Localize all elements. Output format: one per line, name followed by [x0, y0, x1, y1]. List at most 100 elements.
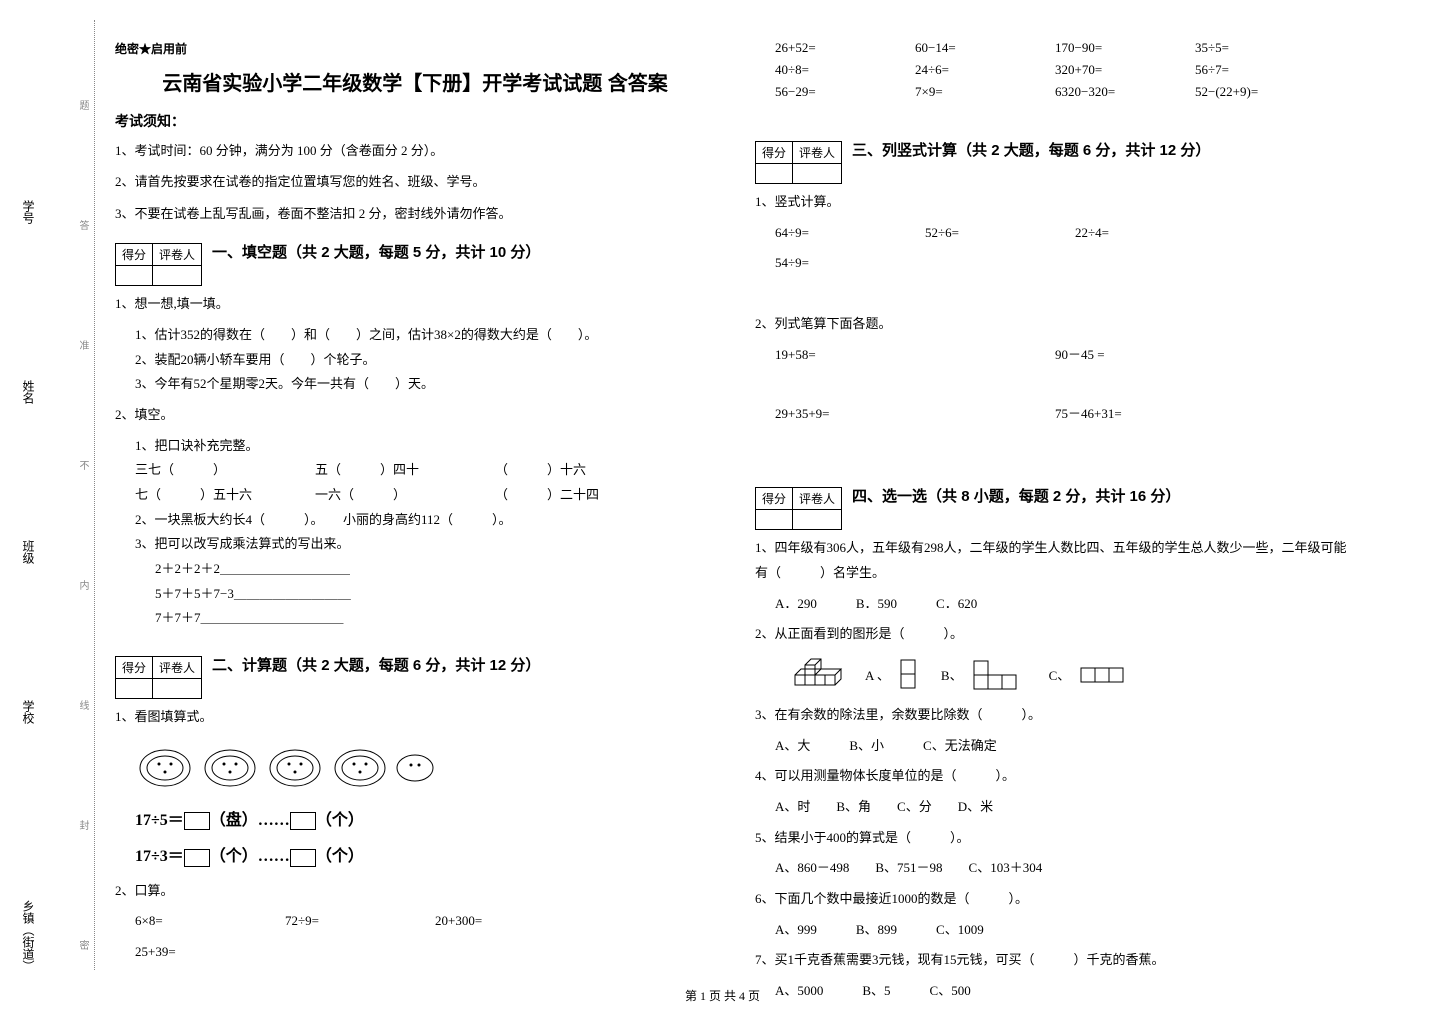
- score-box: 得分评卷人: [755, 141, 842, 184]
- mental-item: 72÷9=: [285, 909, 435, 934]
- grader-label: 评卷人: [153, 244, 202, 266]
- q1-2-2: 2、一块黑板大约长4（ ）。 小丽的身高约112（ ）。: [115, 508, 715, 533]
- q1-2: 2、填空。: [115, 403, 715, 428]
- right-column: 26+52= 60−14= 170−90= 35÷5= 40÷8= 24÷6= …: [755, 40, 1355, 1004]
- score-box: 得分评卷人: [115, 656, 202, 699]
- notice-item: 1、考试时间：60 分钟，满分为 100 分（含卷面分 2 分）。: [115, 139, 715, 162]
- q3-2: 2、列式笔算下面各题。: [755, 312, 1355, 337]
- mental-item: 35÷5=: [1195, 40, 1335, 56]
- cube-stack-icon: [785, 655, 845, 695]
- mental-item: 56−29=: [775, 84, 915, 100]
- section2-title: 二、计算题（共 2 大题，每题 6 分，共计 12 分）: [212, 646, 540, 675]
- exam-title: 云南省实验小学二年级数学【下册】开学考试试题 含答案: [115, 67, 715, 96]
- q4-6: 6、下面几个数中最接近1000的数是（ ）。: [755, 887, 1355, 912]
- left-column: 绝密★启用前 云南省实验小学二年级数学【下册】开学考试试题 含答案 考试须知： …: [115, 40, 715, 1004]
- shape-a-icon: [896, 655, 921, 695]
- opt-label: C、: [1049, 665, 1071, 684]
- division-eq-1: 17÷5＝（盘）……（个）: [115, 806, 715, 836]
- q1-2-1: 1、把口诀补充完整。: [115, 434, 715, 459]
- expr: 7＋7＋7＿＿＿＿＿＿＿＿＿＿＿: [115, 606, 715, 631]
- mental-item: 24÷6=: [915, 62, 1055, 78]
- q4-3: 3、在有余数的除法里，余数要比除数（ ）。: [755, 703, 1355, 728]
- notice-heading: 考试须知：: [115, 111, 715, 131]
- seal-char: 内: [75, 580, 90, 596]
- binding-field-township: 乡镇（街道）: [20, 900, 37, 970]
- seal-char: 不: [75, 460, 90, 476]
- section1-title: 一、填空题（共 2 大题，每题 5 分，共计 10 分）: [212, 233, 540, 262]
- q4-3-opts: A、大 B、小 C、无法确定: [755, 734, 1355, 759]
- seal-char: 封: [75, 820, 90, 836]
- col-calc: 90－45 =: [1055, 343, 1105, 368]
- idiom: 三七（ ）: [135, 458, 315, 483]
- shape-c-icon: [1076, 660, 1136, 690]
- q2-1: 1、看图填算式。: [115, 705, 715, 730]
- q4-2: 2、从正面看到的图形是（ ）。: [755, 622, 1355, 647]
- expr: 2＋2＋2＋2＿＿＿＿＿＿＿＿＿＿: [115, 557, 715, 582]
- seal-char: 题: [75, 100, 90, 116]
- expr: 5＋7＋5＋7−3＿＿＿＿＿＿＿＿＿: [115, 582, 715, 607]
- q4-1: 1、四年级有306人，五年级有298人，二年级的学生人数比四、五年级的学生总人数…: [755, 536, 1355, 585]
- page-footer: 第 1 页 共 4 页: [0, 987, 1445, 1004]
- vert-item: 52÷6=: [925, 221, 1075, 246]
- seal-char: 答: [75, 220, 90, 236]
- mental-item: 56÷7=: [1195, 62, 1335, 78]
- shape-b-icon: [969, 655, 1029, 695]
- q1-1: 1、想一想,填一填。: [115, 292, 715, 317]
- score-label: 得分: [756, 142, 793, 164]
- vert-item: 22÷4=: [1075, 221, 1225, 246]
- binding-field-school: 学校: [20, 700, 37, 724]
- idiom: 七（ ）五十六: [135, 483, 315, 508]
- q1-1-1: 1、估计352的得数在（ ）和（ ）之间，估计38×2的得数大约是（ ）。: [115, 323, 715, 348]
- eq-unit: （个）: [316, 848, 364, 865]
- binding-field-id: 学号: [20, 200, 37, 224]
- idiom: 一六（ ）: [315, 483, 495, 508]
- q4-5: 5、结果小于400的算式是（ ）。: [755, 826, 1355, 851]
- grader-label: 评卷人: [793, 488, 842, 510]
- q4-4-opts: A、时 B、角 C、分 D、米: [755, 795, 1355, 820]
- score-label: 得分: [756, 488, 793, 510]
- seal-char: 密: [75, 940, 90, 956]
- eq-unit: （个）……: [210, 848, 290, 865]
- confidential-label: 绝密★启用前: [115, 40, 715, 57]
- binding-field-class: 班级: [20, 540, 37, 564]
- opt-label: B、: [941, 665, 963, 684]
- col-calc: 19+58=: [775, 343, 1055, 368]
- vert-item: 54÷9=: [775, 251, 925, 276]
- binding-margin: 乡镇（街道） 学校 班级 姓名 学号 密 封 线 内 不 准 答 题: [0, 20, 95, 970]
- mental-item: 6320−320=: [1055, 84, 1195, 100]
- section4-title: 四、选一选（共 8 小题，每题 2 分，共计 16 分）: [852, 477, 1180, 506]
- division-eq-2: 17÷3＝ （个）…… （个）: [115, 842, 715, 872]
- section3-title: 三、列竖式计算（共 2 大题，每题 6 分，共计 12 分）: [852, 131, 1210, 160]
- seal-char: 线: [75, 700, 90, 716]
- q4-4: 4、可以用测量物体长度单位的是（ ）。: [755, 764, 1355, 789]
- q3-1: 1、竖式计算。: [755, 190, 1355, 215]
- mental-item: 6×8=: [135, 909, 285, 934]
- q1-1-3: 3、今年有52个星期零2天。今年一共有（ ）天。: [115, 372, 715, 397]
- mental-item: 26+52=: [775, 40, 915, 56]
- eq-left: 17÷3＝: [135, 848, 184, 865]
- vert-item: 64÷9=: [775, 221, 925, 246]
- mental-item: 25+39=: [135, 940, 285, 965]
- score-box: 得分评卷人: [115, 243, 202, 286]
- idiom: （ ）十六: [495, 458, 586, 483]
- eq-left: 17÷5＝: [135, 812, 184, 829]
- col-calc: 29+35+9=: [775, 402, 1055, 427]
- binding-field-name: 姓名: [20, 380, 37, 404]
- mental-item: 52−(22+9)=: [1195, 84, 1335, 100]
- mental-item: 20+300=: [435, 909, 585, 934]
- col-calc: 75－46+31=: [1055, 402, 1122, 427]
- grader-label: 评卷人: [153, 657, 202, 679]
- q1-2-3: 3、把可以改写成乘法算式的写出来。: [115, 532, 715, 557]
- notice-item: 3、不要在试卷上乱写乱画，卷面不整洁扣 2 分，密封线外请勿作答。: [115, 202, 715, 225]
- shape-question: A 、 B、 C、: [785, 655, 1355, 695]
- mental-item: 40÷8=: [775, 62, 915, 78]
- mental-item: 320+70=: [1055, 62, 1195, 78]
- biscuit-figure: [135, 738, 715, 798]
- opt-label: A 、: [865, 665, 890, 684]
- eq-unit: （盘）……: [210, 812, 290, 829]
- score-box: 得分评卷人: [755, 487, 842, 530]
- mental-item: 7×9=: [915, 84, 1055, 100]
- q4-1-opts: A．290 B．590 C．620: [755, 592, 1355, 617]
- score-label: 得分: [116, 657, 153, 679]
- q4-7: 7、买1千克香蕉需要3元钱，现有15元钱，可买（ ）千克的香蕉。: [755, 948, 1355, 973]
